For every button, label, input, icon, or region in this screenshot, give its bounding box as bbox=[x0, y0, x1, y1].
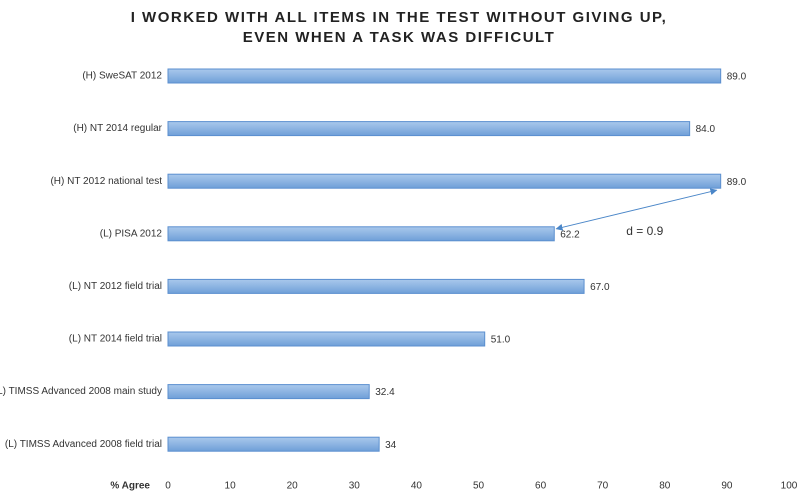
y-tick-label: (L) NT 2012 field trial bbox=[69, 281, 162, 292]
x-tick-label: 60 bbox=[535, 481, 547, 492]
y-tick-label: (L) TIMSS Advanced 2008 main study bbox=[0, 386, 162, 397]
value-label: 67.0 bbox=[590, 282, 610, 293]
value-label: 89.0 bbox=[727, 72, 747, 83]
y-tick-label: (L) NT 2014 field trial bbox=[69, 334, 162, 345]
value-label: 51.0 bbox=[491, 335, 511, 346]
x-tick-label: 0 bbox=[165, 481, 171, 492]
x-tick-label: 40 bbox=[411, 481, 423, 492]
y-tick-label: (L) TIMSS Advanced 2008 field trial bbox=[5, 439, 162, 450]
bar bbox=[167, 226, 555, 242]
x-tick-label: 50 bbox=[473, 481, 485, 492]
value-label: 84.0 bbox=[696, 124, 716, 135]
value-label: 32.4 bbox=[375, 387, 395, 398]
bar bbox=[167, 173, 722, 189]
value-label: 34 bbox=[385, 440, 397, 451]
x-tick-label: 80 bbox=[659, 481, 671, 492]
annotation: d = 0.9 bbox=[626, 224, 663, 238]
x-tick-label: 10 bbox=[225, 481, 237, 492]
x-tick-label: 30 bbox=[349, 481, 361, 492]
x-tick-label: 90 bbox=[721, 481, 733, 492]
y-tick-label: (H) SweSAT 2012 bbox=[82, 71, 162, 82]
value-label: 89.0 bbox=[727, 177, 747, 188]
x-tick-label: 20 bbox=[287, 481, 299, 492]
x-tick-label: 70 bbox=[597, 481, 609, 492]
bar bbox=[167, 68, 722, 84]
chart-title: EVEN WHEN A TASK WAS DIFFICULT bbox=[243, 29, 556, 46]
bar bbox=[167, 331, 486, 347]
x-tick-label: 100 bbox=[781, 481, 798, 492]
chart-title: I WORKED WITH ALL ITEMS IN THE TEST WITH… bbox=[131, 9, 668, 26]
annotation-arrow bbox=[555, 188, 718, 231]
bar bbox=[167, 278, 585, 294]
bar bbox=[167, 384, 370, 400]
y-tick-label: (L) PISA 2012 bbox=[100, 228, 163, 239]
value-label: 62.2 bbox=[560, 229, 580, 240]
x-axis-label: % Agree bbox=[110, 481, 150, 492]
bar bbox=[167, 436, 380, 452]
y-tick-label: (H) NT 2014 regular bbox=[73, 123, 162, 134]
y-tick-label: (H) NT 2012 national test bbox=[50, 176, 162, 187]
bar bbox=[167, 121, 691, 137]
